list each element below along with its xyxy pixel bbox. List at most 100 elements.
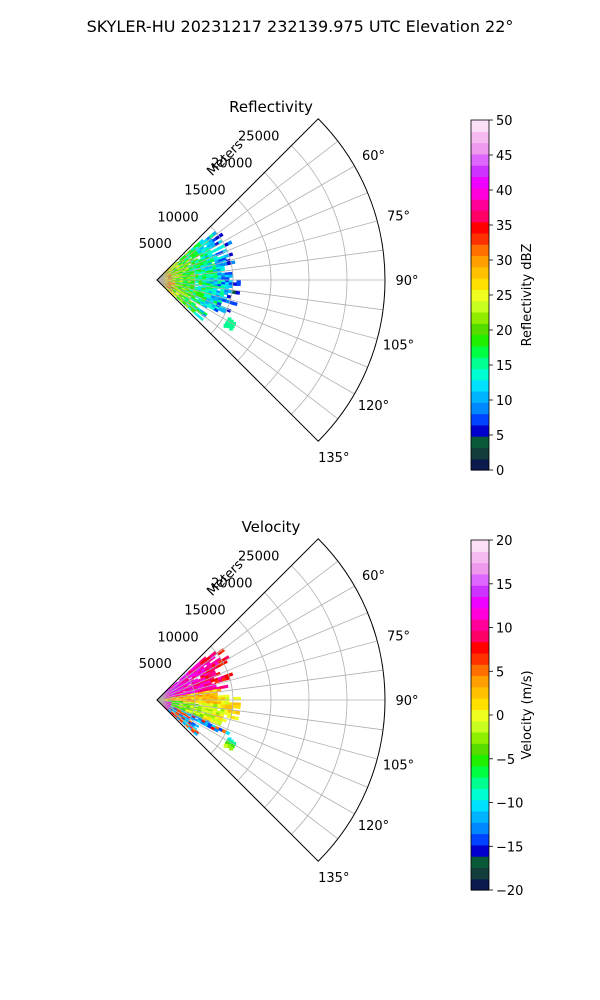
colorbar-swatch (471, 289, 489, 302)
echo-gate (226, 739, 231, 744)
echo-gate (193, 731, 199, 737)
colorbar-tick-label: 15 (496, 359, 513, 374)
colorbar-tick-label: 0 (496, 464, 504, 479)
azimuth-gridline (156, 612, 368, 701)
echo-gate (218, 232, 224, 238)
echo-gate (216, 688, 222, 692)
azimuth-gridline (156, 699, 378, 760)
echo-gate (223, 291, 229, 296)
colorbar-tick-label: 40 (496, 184, 513, 199)
echo-gate (198, 316, 205, 322)
colorbar-tick-label: −10 (496, 797, 523, 812)
azimuth-tick-label: 105° (383, 759, 414, 774)
azimuth-gridline (156, 560, 339, 701)
echo-gate (229, 319, 234, 324)
azimuth-gridline (156, 699, 355, 815)
echo-gate (198, 282, 203, 286)
colorbar-swatch (471, 878, 489, 891)
velocity-panel: Velocity 5000 10000 15000 20000 25000 60° 75° 90… (139, 518, 535, 899)
colorbar-swatch (471, 856, 489, 869)
azimuth-gridline (156, 640, 378, 701)
echo-gate (229, 746, 234, 751)
echo-gate (213, 727, 219, 733)
azimuth-tick-label: 90° (395, 694, 418, 709)
colorbar-swatch (471, 278, 489, 290)
colorbar-swatch (471, 357, 489, 369)
colorbar-swatch (471, 562, 489, 575)
echo-gate (228, 321, 233, 326)
echo-gate (225, 321, 229, 326)
echo-gate (216, 721, 222, 726)
echo-gate (223, 323, 228, 328)
colorbar-tick-label: −20 (496, 884, 523, 899)
colorbar-swatch (471, 630, 489, 643)
echo-gate (232, 696, 238, 701)
colorbar-swatch (471, 754, 489, 767)
echo-gate (213, 307, 219, 313)
colorbar-swatch (471, 458, 489, 471)
azimuth-gridline (156, 220, 378, 281)
colorbar-tick-label: 25 (496, 289, 513, 304)
colorbar-swatch (471, 402, 489, 415)
echo-gate (236, 705, 241, 710)
colorbar-swatch (471, 810, 489, 823)
colorbar-swatch (471, 120, 489, 132)
range-tick-label: 5000 (139, 657, 172, 672)
azimuth-tick-label: 135° (318, 871, 349, 886)
colorbar-swatch (471, 413, 489, 426)
colorbar-tick-label: 10 (496, 394, 513, 409)
colorbar-swatch (471, 176, 489, 189)
colorbar-swatch (471, 833, 489, 846)
colorbar-swatch (471, 323, 489, 336)
sector-frame (156, 118, 386, 442)
colorbar: 0 5 10 15 20 25 30 35 40 45 50 Reflectivity dBZ (470, 114, 535, 479)
echo-gate (229, 326, 234, 331)
colorbar-swatch (471, 142, 489, 155)
range-tick-label: 15000 (184, 183, 225, 198)
colorbar-tick-label: −5 (496, 753, 515, 768)
echo-gate (198, 702, 203, 706)
colorbar: −20 −15 −10 −5 0 5 10 15 20 Velocity (m/s) (470, 534, 535, 899)
azimuth-gridline (156, 699, 339, 840)
colorbar-swatch (471, 607, 489, 620)
echo-gate (225, 741, 229, 746)
echo-gate (220, 267, 226, 272)
colorbar-swatch (471, 255, 489, 268)
colorbar-swatch (471, 765, 489, 778)
range-tick-label: 10000 (157, 210, 198, 225)
colorbar-swatch (471, 720, 489, 733)
colorbar-tick-label: 5 (496, 665, 504, 680)
colorbar-swatch (471, 153, 489, 166)
colorbar-swatch (471, 619, 489, 631)
echo-gate (224, 274, 230, 278)
reflectivity-panel: Reflectivity 5000 10000 15000 20000 25000 60° 7… (139, 98, 535, 479)
colorbar-swatch (471, 447, 489, 460)
azimuth-tick-label: 75° (387, 629, 410, 644)
echo-gate (194, 723, 200, 729)
colorbar-swatch (471, 822, 489, 835)
echo-gate (194, 700, 200, 704)
colorbar-swatch (471, 199, 489, 211)
colorbar-tick-label: 15 (496, 578, 513, 593)
range-tick-label: 10000 (157, 630, 198, 645)
colorbar-swatch (471, 731, 489, 744)
azimuth-gridline (156, 279, 339, 420)
azimuth-gridline (156, 669, 384, 701)
colorbar-swatch (471, 652, 489, 665)
colorbar-swatch (471, 709, 489, 722)
colorbar-swatch (471, 266, 489, 279)
echo-gate (229, 739, 234, 744)
colorbar-swatch (471, 379, 489, 392)
colorbar-swatch (471, 221, 489, 234)
azimuth-tick-label: 60° (362, 149, 385, 164)
colorbar-swatch (471, 788, 489, 801)
colorbar-swatch (471, 596, 489, 609)
colorbar-swatch (471, 311, 489, 324)
colorbar-swatch (471, 540, 489, 552)
echo-gate (227, 744, 232, 749)
echo-gate (230, 324, 235, 329)
echo-gate (227, 324, 232, 329)
echo-gate (236, 282, 241, 287)
azimuth-gridline (156, 192, 368, 281)
